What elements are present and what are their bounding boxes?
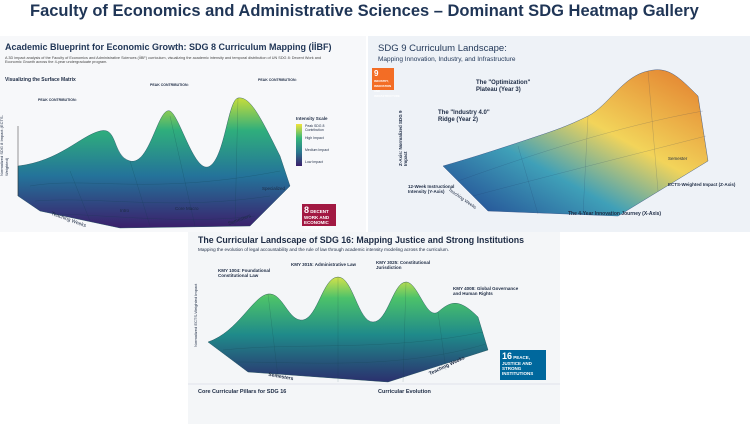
annotation: PEAK CONTRIBUTION: [150, 83, 189, 87]
peak-label: KMY 3025: Constitutional Jurisdiction [376, 260, 431, 271]
surface [207, 276, 489, 383]
sdg16-panel: The Curricular Landscape of SDG 16: Mapp… [188, 232, 560, 424]
sdg-badge: 9 INDUSTRY, INNOVATION AND INFRASTRUCTUR… [372, 68, 400, 97]
panel-title: Academic Blueprint for Economic Growth: … [5, 42, 332, 52]
z-axis-label: Z-Axis: Normalized SDG 9 Impact [398, 110, 409, 166]
z-axis-label: Normalized ECTS-Weighted Impact [193, 283, 198, 347]
legend-item: Peak SDG 8 Contribution [305, 124, 325, 133]
badge-label: DECENT WORK AND ECONOMIC GROWTH [304, 209, 330, 230]
panel-description: A 3D impact analysis of the Faculty of E… [5, 56, 322, 65]
panel-title: SDG 9 Curriculum Landscape: [378, 43, 507, 54]
sdg8-surface [17, 97, 291, 229]
sdg9-surface [442, 69, 709, 217]
legend-item: Medium Impact [305, 148, 329, 152]
sdg16-surface [188, 276, 560, 385]
annotation: PEAK CONTRIBUTION: [38, 98, 77, 102]
callout: The "Optimization" Plateau (Year 3) [476, 80, 531, 93]
badge-label: PEACE, JUSTICE AND STRONG INSTITUTIONS [502, 355, 534, 376]
surface [442, 69, 709, 217]
annotation: PEAK CONTRIBUTION: [258, 78, 297, 82]
z-axis-label: Normalized SDG 8 Impact (ECTS-Weighted) [0, 115, 9, 176]
section-heading: Core Curricular Pillars for SDG 16 [198, 389, 287, 395]
callout: The 4-Year Innovation Journey (X-Axis) [568, 211, 662, 217]
peak-label: KMY 3015: Administrative Law [291, 262, 357, 267]
panel-title: The Curricular Landscape of SDG 16: Mapp… [198, 235, 525, 245]
section-heading: Curricular Evolution [378, 389, 431, 395]
callout: The "Industry 4.0" Ridge (Year 2) [438, 110, 490, 123]
sdg-badge: 16 PEACE, JUSTICE AND STRONG INSTITUTION… [500, 350, 546, 380]
peak-label: KMY 4008: Global Governance and Human Ri… [453, 286, 519, 297]
legend-colorbar [296, 124, 302, 166]
sdg9-panel: 9 INDUSTRY, INNOVATION AND INFRASTRUCTUR… [368, 36, 750, 232]
region-label: Core Macro [175, 206, 199, 211]
badge-number: 16 [502, 351, 513, 361]
section-heading: Visualizing the Surface Matrix [5, 77, 76, 83]
legend-item: Low Impact [305, 160, 323, 164]
region-label: Specialized [262, 186, 286, 191]
surface [17, 97, 291, 229]
legend-item: High Impact [305, 136, 324, 140]
legend-title: Intensity Scale [296, 116, 328, 121]
region-label: Intro [120, 208, 130, 213]
sdg8-panel: Academic Blueprint for Economic Growth: … [0, 36, 366, 232]
badge-number: 8 [304, 205, 310, 215]
peak-label: KMY 1004: Foundational Constitutional La… [218, 268, 271, 279]
callout: 12-Week Instructional Intensity (Y-Axis) [408, 184, 455, 195]
panel-subtitle: Mapping the evolution of legal accountab… [198, 247, 450, 252]
page-title: Faculty of Economics and Administrative … [30, 2, 699, 20]
sdg-badge: 8 DECENT WORK AND ECONOMIC GROWTH [302, 204, 336, 230]
mesh [222, 277, 487, 383]
badge-number: 9 [374, 69, 379, 78]
callout: ECTS-Weighted Impact (Z-Axis) [668, 182, 736, 187]
panel-subtitle: Mapping Innovation, Industry, and Infras… [378, 56, 516, 63]
badge-label: INDUSTRY, INNOVATION AND INFRASTRUCTURE [374, 78, 400, 98]
x-axis-label: Semester [668, 156, 688, 161]
